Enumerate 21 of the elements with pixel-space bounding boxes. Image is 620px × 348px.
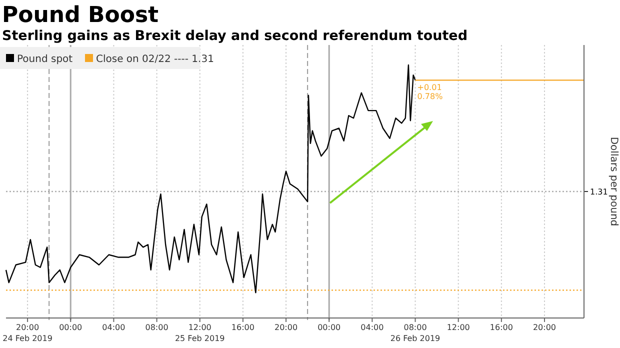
annotation: +0.01 <box>417 83 442 92</box>
x-tick-label: 04:00 <box>360 323 384 332</box>
x-tick-label: 20:00 24 Feb 2019 <box>2 323 52 343</box>
chart-title: Pound Boost <box>2 3 160 28</box>
chart-subtitle: Sterling gains as Brexit delay and second referendum touted <box>2 28 468 44</box>
legend-label: Close on 02/22 ---- 1.31 <box>96 54 214 65</box>
x-tick-label: 16:00 <box>231 323 254 332</box>
x-tick-label: 12:00 <box>446 323 470 332</box>
x-tick-label: 00:00 <box>59 323 82 332</box>
annotation: 0.78% <box>417 92 444 102</box>
x-tick-label: 20:00 <box>532 323 556 332</box>
x-tick-label: 08:00 26 Feb 2019 <box>390 323 440 343</box>
x-tick-label: 04:00 <box>102 323 126 332</box>
x-tick-label: 16:00 <box>490 323 513 332</box>
x-tick-label: 12:00 25 Feb 2019 <box>174 323 225 343</box>
x-tick-label: 00:00 <box>318 323 341 332</box>
legend-label: Pound spot <box>17 54 73 65</box>
x-tick-label: 08:00 <box>145 323 168 332</box>
y-axis-title: Dollars per pound <box>608 136 619 226</box>
x-tick-label: 20:00 <box>274 323 298 332</box>
text: 1.31 <box>590 188 608 196</box>
